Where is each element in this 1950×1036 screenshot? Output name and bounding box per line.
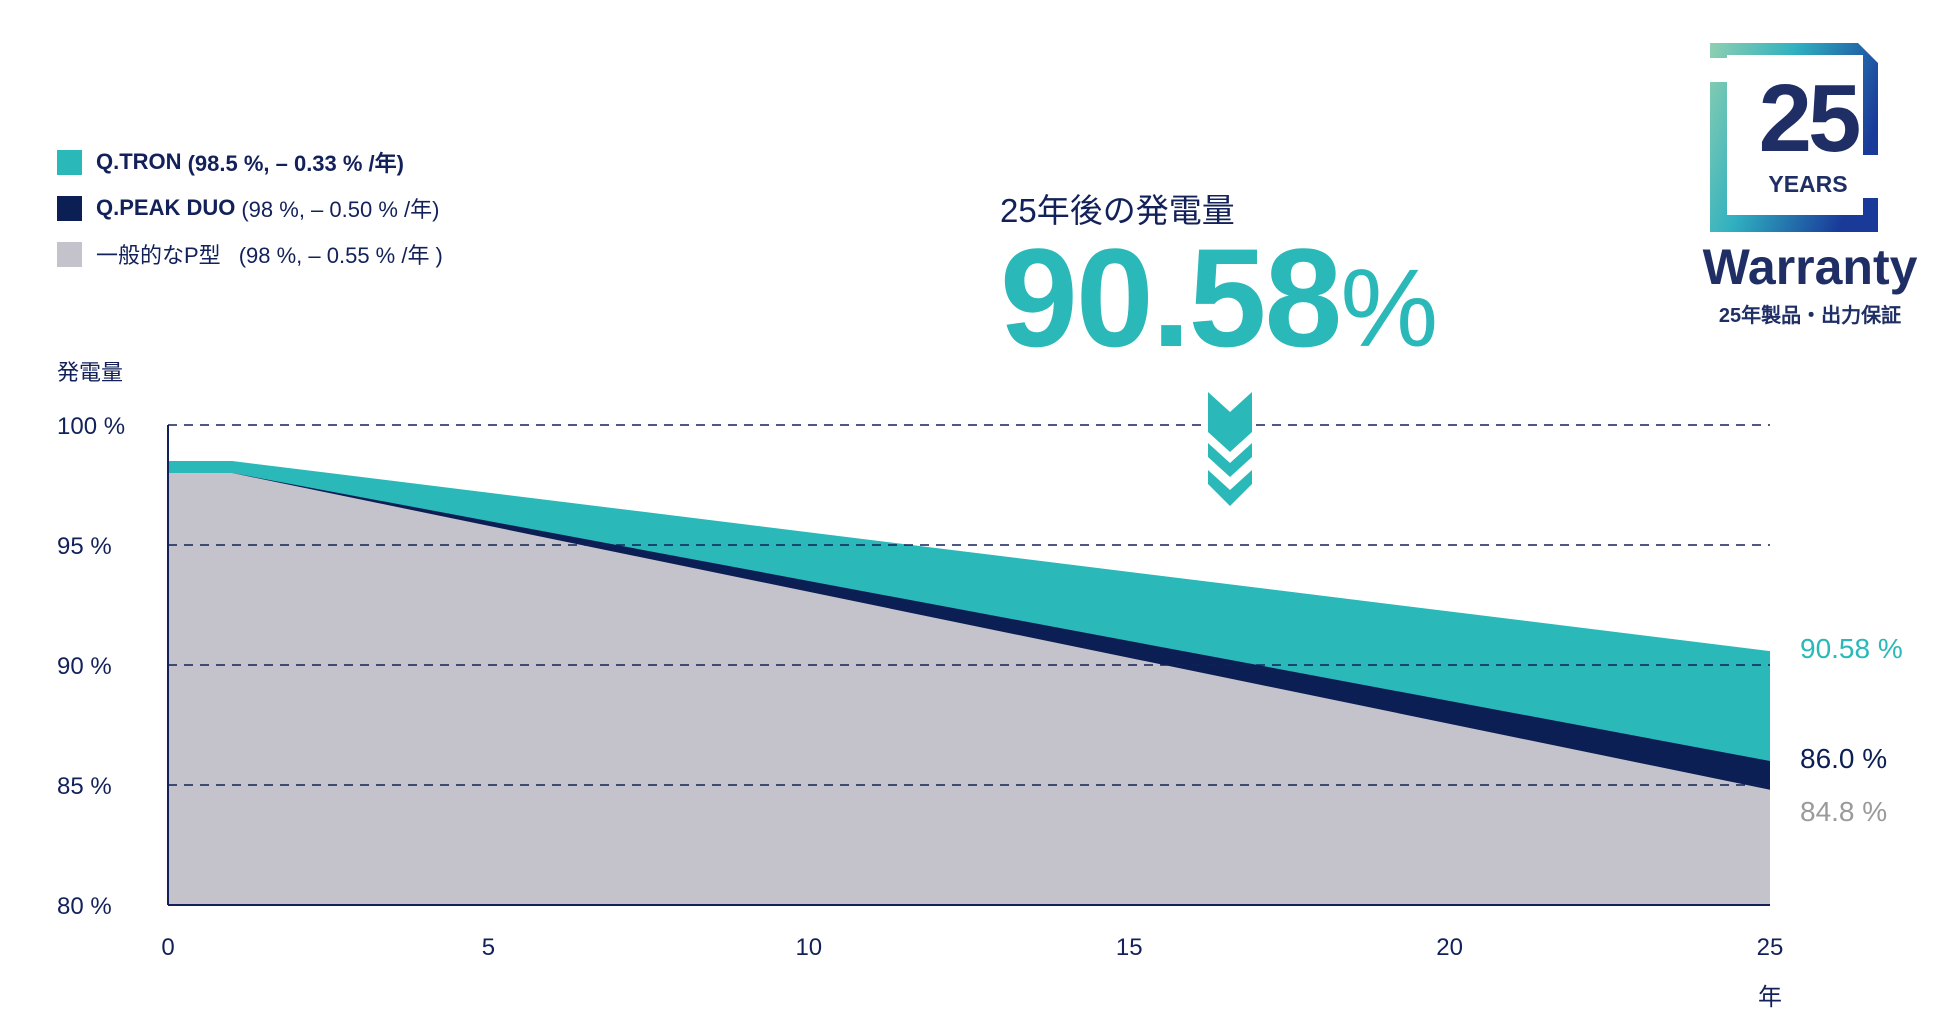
x-tick-label: 0 [161,934,174,961]
y-tick-label: 90 % [57,653,112,680]
chevron-down-icon [1208,443,1252,477]
legend-swatch [57,241,82,267]
legend-item-qpeak-duo: Q.PEAK DUO (98 %, – 0.50 % /年) [57,195,443,222]
chevron-down-icon [1208,392,1252,452]
y-tick-label: 80 % [57,893,112,920]
highlight-unit: % [1340,247,1438,370]
warranty-logo: 25 YEARS Warranty 25年製品・出力保証 [1700,35,1920,335]
logo-number: 25 [1758,65,1862,172]
legend-detail: (98 %, – 0.55 % /年 ) [238,243,443,268]
highlight-value: 90.58% [1000,228,1438,370]
x-tick-label: 25 [1757,934,1784,961]
logo-title: Warranty [1702,239,1918,295]
legend: Q.TRON (98.5 %, – 0.33 % /年) Q.PEAK DUO … [57,149,443,288]
warranty-frame-icon [1710,43,1878,232]
y-tick-label: 95 % [57,533,112,560]
legend-swatch [57,149,82,175]
legend-detail: (98.5 %, – 0.33 % /年) [187,151,404,176]
legend-swatch [57,195,82,221]
legend-label: Q.TRON [96,149,182,174]
x-axis-title: 年 [1758,984,1782,1011]
legend-label: Q.PEAK DUO [96,195,236,220]
logo-subtitle: 25年製品・出力保証 [1718,305,1902,327]
end-label-qpeak-duo: 86.0 % [1800,743,1888,774]
y-tick-label: 85 % [57,773,112,800]
legend-detail: (98 %, – 0.50 % /年) [241,197,440,222]
area-p [168,473,1770,905]
y-tick-label: 100 % [57,413,125,440]
x-tick-label: 10 [795,934,822,961]
y-axis-title: 発電量 [57,360,124,385]
x-tick-label: 15 [1116,934,1143,961]
x-tick-label: 5 [482,934,495,961]
highlight-number: 90.58 [1000,219,1342,376]
legend-label: 一般的なP型 [96,243,221,268]
end-label-qtron: 90.58 % [1800,633,1903,665]
logo-years: YEARS [1768,171,1848,197]
highlight-caption: 25年後の発電量 [1000,192,1235,229]
chevron-down-icon [1208,470,1252,506]
legend-item-qtron: Q.TRON (98.5 %, – 0.33 % /年) [57,149,443,176]
legend-item-p-type: 一般的なP型 (98 %, – 0.55 % /年 ) [57,241,443,268]
x-tick-label: 20 [1436,934,1463,961]
end-label-p-type: 84.8 % [1800,795,1888,827]
